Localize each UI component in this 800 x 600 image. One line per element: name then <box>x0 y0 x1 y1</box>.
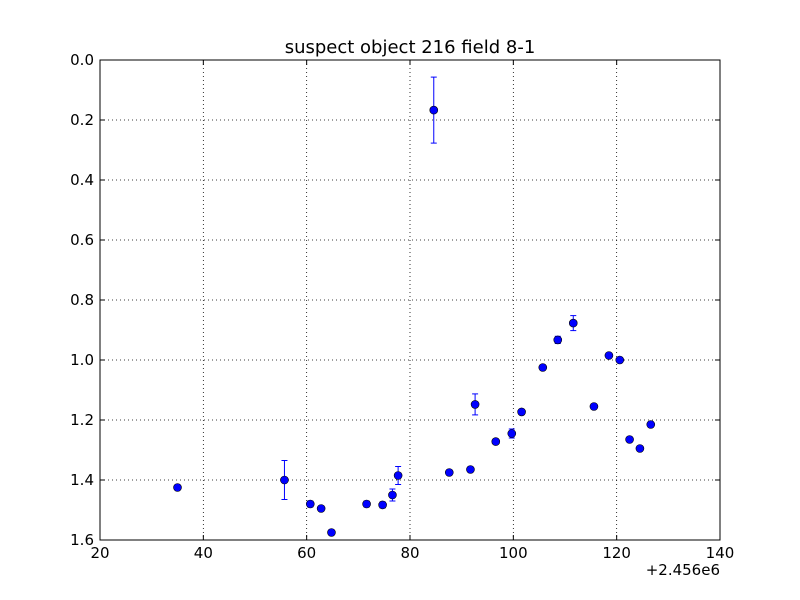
y-tick-label: 1.2 <box>70 411 94 429</box>
data-point <box>470 400 480 409</box>
data-point <box>553 335 563 345</box>
data-point <box>589 402 599 411</box>
data-points <box>173 105 656 537</box>
data-point <box>173 483 182 492</box>
data-point <box>615 355 625 365</box>
data-point <box>538 363 548 372</box>
data-point <box>507 429 517 438</box>
data-point <box>466 465 475 474</box>
data-point <box>444 468 454 477</box>
y-tick-label: 0.6 <box>70 231 94 249</box>
y-tick-label: 1.0 <box>70 351 94 369</box>
data-point <box>316 504 326 513</box>
y-tick-label: 0.2 <box>70 111 94 129</box>
x-tick-label: 120 <box>602 544 631 562</box>
data-point <box>568 318 578 328</box>
y-tick-label: 0.8 <box>70 291 94 309</box>
x-tick-label: 60 <box>297 544 316 562</box>
data-point <box>378 500 387 510</box>
data-point <box>517 407 526 417</box>
x-tick-label: 40 <box>194 544 213 562</box>
x-tick-label: 100 <box>499 544 528 562</box>
y-tick-label: 0.0 <box>70 51 94 69</box>
x-axis: 20 40 60 80 100 120 140 <box>90 60 734 562</box>
x-offset-label: +2.456e6 <box>646 561 720 579</box>
x-tick-label: 80 <box>400 544 419 562</box>
data-point <box>362 499 371 509</box>
data-point <box>280 475 289 485</box>
data-point <box>604 351 614 360</box>
x-tick-label: 140 <box>706 544 735 562</box>
data-point <box>491 437 501 446</box>
y-axis: 0.0 0.2 0.4 0.6 0.8 1.0 1.2 1.4 1.6 <box>70 51 720 549</box>
data-point <box>635 444 645 453</box>
y-tick-label: 1.4 <box>70 471 94 489</box>
data-point <box>625 435 634 444</box>
data-point <box>305 499 315 509</box>
data-point <box>393 471 403 480</box>
data-point <box>646 420 656 429</box>
chart-title: suspect object 216 field 8-1 <box>285 37 536 58</box>
y-tick-label: 1.6 <box>70 531 94 549</box>
data-point <box>429 105 439 115</box>
data-point <box>388 490 397 500</box>
x-tick-label: 20 <box>90 544 109 562</box>
data-point <box>327 528 336 537</box>
y-tick-label: 0.4 <box>70 171 94 189</box>
